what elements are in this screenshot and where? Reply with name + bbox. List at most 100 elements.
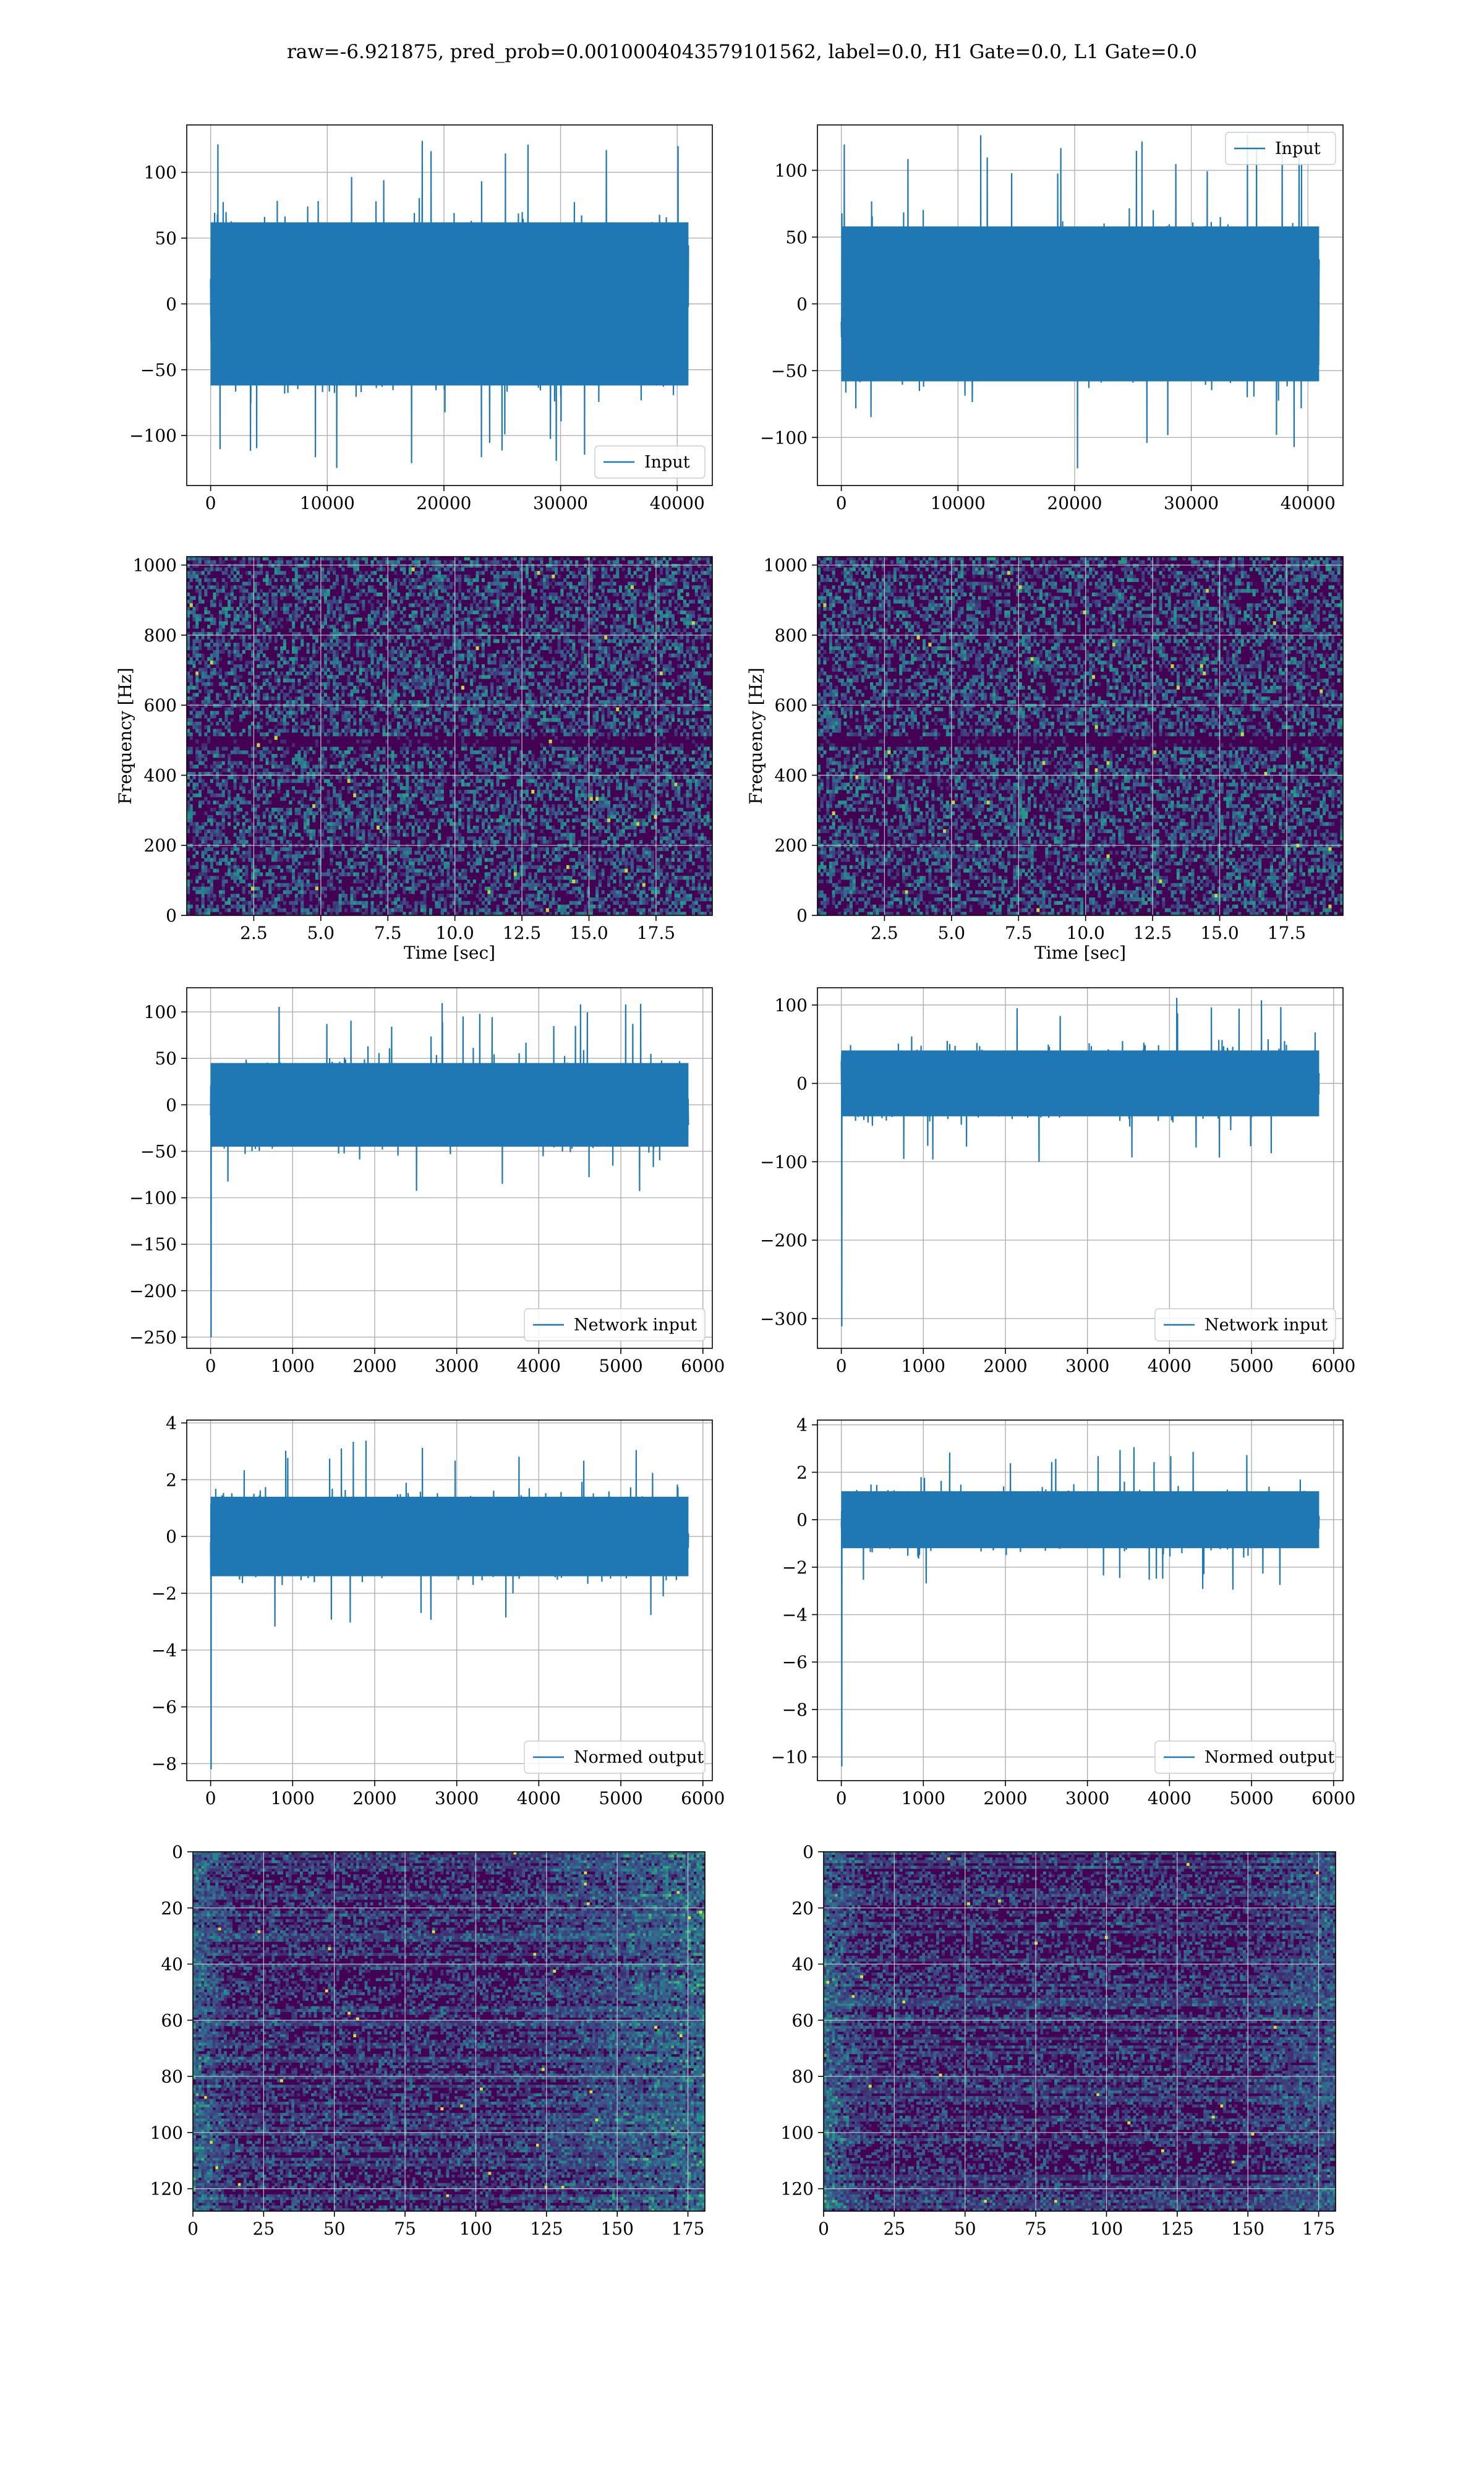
y-tick-label: 4 xyxy=(166,1413,177,1434)
axes-frame xyxy=(817,987,1344,1349)
x-tick-label: 1000 xyxy=(271,1356,315,1376)
x-tick-label: 4000 xyxy=(1148,1356,1192,1376)
axes-frame xyxy=(186,987,713,1349)
x-tick-label: 40000 xyxy=(650,493,705,513)
y-tick-label: 120 xyxy=(150,2179,183,2199)
legend-label: Network input xyxy=(574,1316,697,1335)
y-tick-label: −4 xyxy=(151,1640,177,1661)
legend-label: Normed output xyxy=(574,1748,704,1767)
x-tick-label: 4000 xyxy=(517,1356,561,1376)
axes-frame xyxy=(186,1419,713,1781)
y-tick-label: 400 xyxy=(775,765,808,785)
x-tick-label: 1000 xyxy=(271,1788,315,1808)
x-tick-label: 0 xyxy=(205,1788,216,1808)
input-h1-panel: 0 10000 20000 30000 40000 −100 −50 0 50 100 Input xyxy=(129,124,713,513)
y-tick-label: 1000 xyxy=(764,555,808,576)
y-tick-label: 1000 xyxy=(133,555,177,576)
legend-label: Input xyxy=(644,453,690,472)
x-tick-label: 17.5 xyxy=(1268,923,1306,943)
x-tick-label: 75 xyxy=(394,2219,416,2239)
feature-map-l1-panel: 0 25 50 75 100 125 150 175 0 20 40 60 80 100 120 xyxy=(781,1842,1336,2239)
x-tick-label: 12.5 xyxy=(503,923,541,943)
y-tick-label: 100 xyxy=(775,995,808,1016)
y-tick-label: −150 xyxy=(129,1235,177,1255)
y-tick-label: 50 xyxy=(155,228,177,249)
y-tick-label: −200 xyxy=(760,1230,808,1251)
axes-frame xyxy=(192,1851,706,2212)
x-tick-label: 15.0 xyxy=(569,923,608,943)
y-tick-label: 200 xyxy=(144,836,177,856)
x-tick-label: 7.5 xyxy=(1005,923,1033,943)
axes-frame xyxy=(817,1419,1344,1781)
y-tick-label: −100 xyxy=(129,1188,177,1209)
x-tick-label: 2000 xyxy=(352,1356,396,1376)
y-tick-label: 80 xyxy=(161,2066,183,2087)
x-tick-label: 40000 xyxy=(1281,493,1336,513)
y-tick-label: 0 xyxy=(803,1842,814,1862)
heatmap-cells xyxy=(824,1852,1336,2211)
x-tick-label: 1000 xyxy=(902,1788,945,1808)
legend-box xyxy=(1154,1740,1336,1774)
legend-box xyxy=(1154,1308,1336,1342)
x-tick-label: 15.0 xyxy=(1200,923,1239,943)
y-tick-label: 80 xyxy=(791,2066,814,2087)
x-tick-label: 175 xyxy=(672,2219,704,2239)
y-tick-label: 800 xyxy=(775,625,808,646)
x-tick-label: 3000 xyxy=(435,1788,479,1808)
x-tick-label: 20000 xyxy=(1047,493,1102,513)
y-tick-label: −10 xyxy=(771,1747,808,1768)
x-tick-label: 5.0 xyxy=(307,923,335,943)
x-tick-label: 50 xyxy=(323,2219,346,2239)
x-tick-label: 2000 xyxy=(983,1356,1027,1376)
spectrogram-l1-panel: 2.5 5.0 7.5 10.0 12.5 15.0 17.5 0 200 400 600 800 10… xyxy=(746,555,1344,963)
y-tick-label: −2 xyxy=(151,1583,177,1604)
figure-title: raw=-6.921875, pred_prob=0.0010004043579… xyxy=(0,41,1484,63)
x-tick-label: 6000 xyxy=(1311,1356,1355,1376)
y-tick-label: 600 xyxy=(144,695,177,716)
y-tick-label: 0 xyxy=(166,294,177,314)
x-axis-label: Time [sec] xyxy=(404,943,495,963)
x-tick-label: 25 xyxy=(884,2219,906,2239)
x-tick-label: 17.5 xyxy=(637,923,675,943)
x-tick-label: 3000 xyxy=(435,1356,479,1376)
y-tick-label: −100 xyxy=(129,426,177,446)
x-tick-label: 10000 xyxy=(931,493,986,513)
x-tick-label: 10000 xyxy=(300,493,355,513)
x-tick-label: 30000 xyxy=(533,493,588,513)
axes-frame xyxy=(186,556,713,916)
y-tick-label: 100 xyxy=(150,2123,183,2143)
y-tick-label: 200 xyxy=(775,836,808,856)
x-tick-label: 1000 xyxy=(902,1356,945,1376)
x-tick-label: 0 xyxy=(205,493,216,513)
normed-output-h1-panel: 0 1000 2000 3000 4000 5000 6000 −8 −6 −4 −2 0 2 4 Norm… xyxy=(151,1413,725,1808)
y-tick-label: −300 xyxy=(760,1309,808,1329)
normed-output-l1-panel: 0 1000 2000 3000 4000 5000 6000 −10 −8 −6 −4 −2 0 2 4 N… xyxy=(771,1415,1355,1808)
x-tick-label: 5000 xyxy=(1229,1788,1273,1808)
y-tick-label: 20 xyxy=(791,1898,814,1919)
y-tick-label: 100 xyxy=(144,1002,177,1022)
y-tick-label: −2 xyxy=(782,1557,808,1578)
feature-map-h1-panel: 0 25 50 75 100 125 150 175 0 20 40 60 80 100 120 xyxy=(150,1842,706,2239)
series-band xyxy=(210,1496,689,1577)
y-tick-label: −6 xyxy=(782,1652,808,1672)
x-tick-label: 5000 xyxy=(1229,1356,1273,1376)
x-tick-label: 175 xyxy=(1302,2219,1335,2239)
y-tick-label: 20 xyxy=(161,1898,183,1919)
y-tick-label: 100 xyxy=(781,2123,814,2143)
y-tick-label: 0 xyxy=(166,905,177,926)
y-tick-label: 0 xyxy=(172,1842,183,1862)
x-tick-label: 125 xyxy=(530,2219,563,2239)
y-tick-label: 100 xyxy=(144,163,177,183)
x-tick-label: 10.0 xyxy=(436,923,474,943)
heatmap-cells xyxy=(817,557,1343,915)
x-tick-label: 0 xyxy=(205,1356,216,1376)
x-tick-label: 6000 xyxy=(681,1788,725,1808)
x-tick-label: 50 xyxy=(954,2219,976,2239)
series-band xyxy=(210,222,689,386)
y-tick-label: −50 xyxy=(771,361,808,381)
series-band xyxy=(841,1491,1320,1549)
x-tick-label: 5000 xyxy=(599,1356,642,1376)
y-tick-label: −100 xyxy=(760,1152,808,1172)
x-tick-label: 0 xyxy=(836,493,847,513)
